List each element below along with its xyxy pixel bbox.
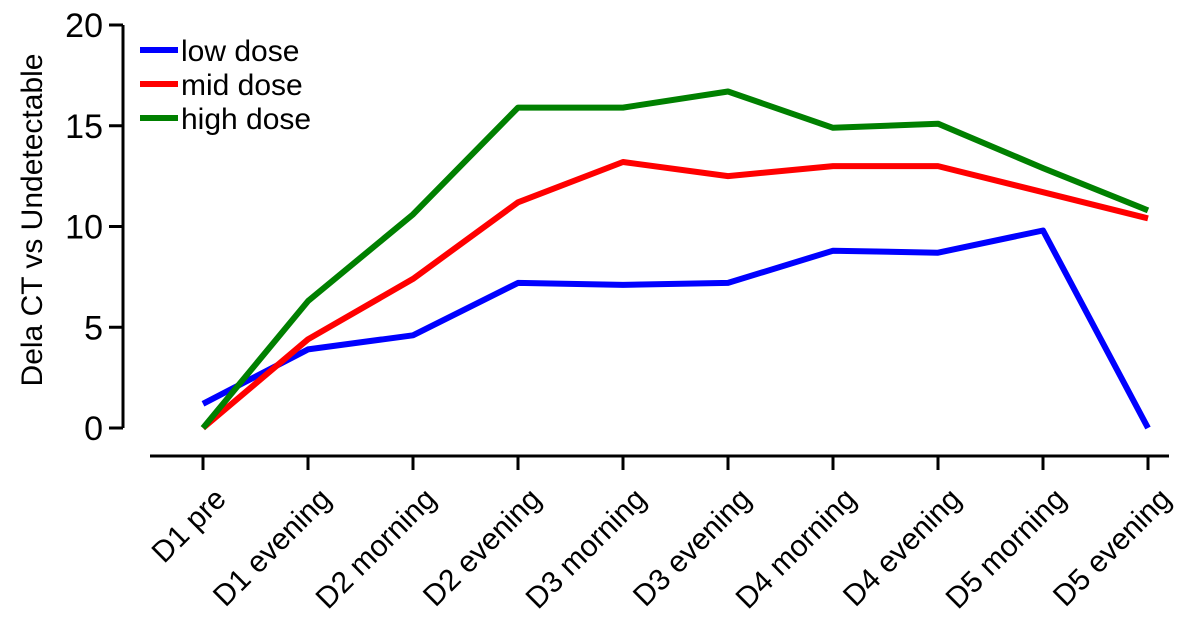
y-axis-title: Dela CT vs Undetectable bbox=[16, 54, 49, 387]
series-line-high-dose bbox=[200, 88, 1150, 430]
y-tick-label: 0 bbox=[84, 410, 103, 448]
y-axis: 0 5 10 15 20 bbox=[65, 7, 125, 448]
y-ticks: 0 5 10 15 20 bbox=[65, 7, 123, 448]
legend-label: mid dose bbox=[181, 69, 303, 102]
series-group bbox=[200, 88, 1151, 431]
legend-label: low dose bbox=[181, 35, 299, 68]
x-tick-label: D1 pre bbox=[146, 482, 233, 569]
series-line-mid-dose bbox=[201, 159, 1149, 431]
y-tick-label: 15 bbox=[65, 108, 103, 146]
legend-label: high dose bbox=[181, 103, 311, 136]
y-tick-label: 20 bbox=[65, 7, 103, 45]
y-tick-label: 10 bbox=[65, 209, 103, 247]
y-tick-label: 5 bbox=[84, 309, 103, 347]
series-line-low-dose bbox=[201, 227, 1151, 430]
